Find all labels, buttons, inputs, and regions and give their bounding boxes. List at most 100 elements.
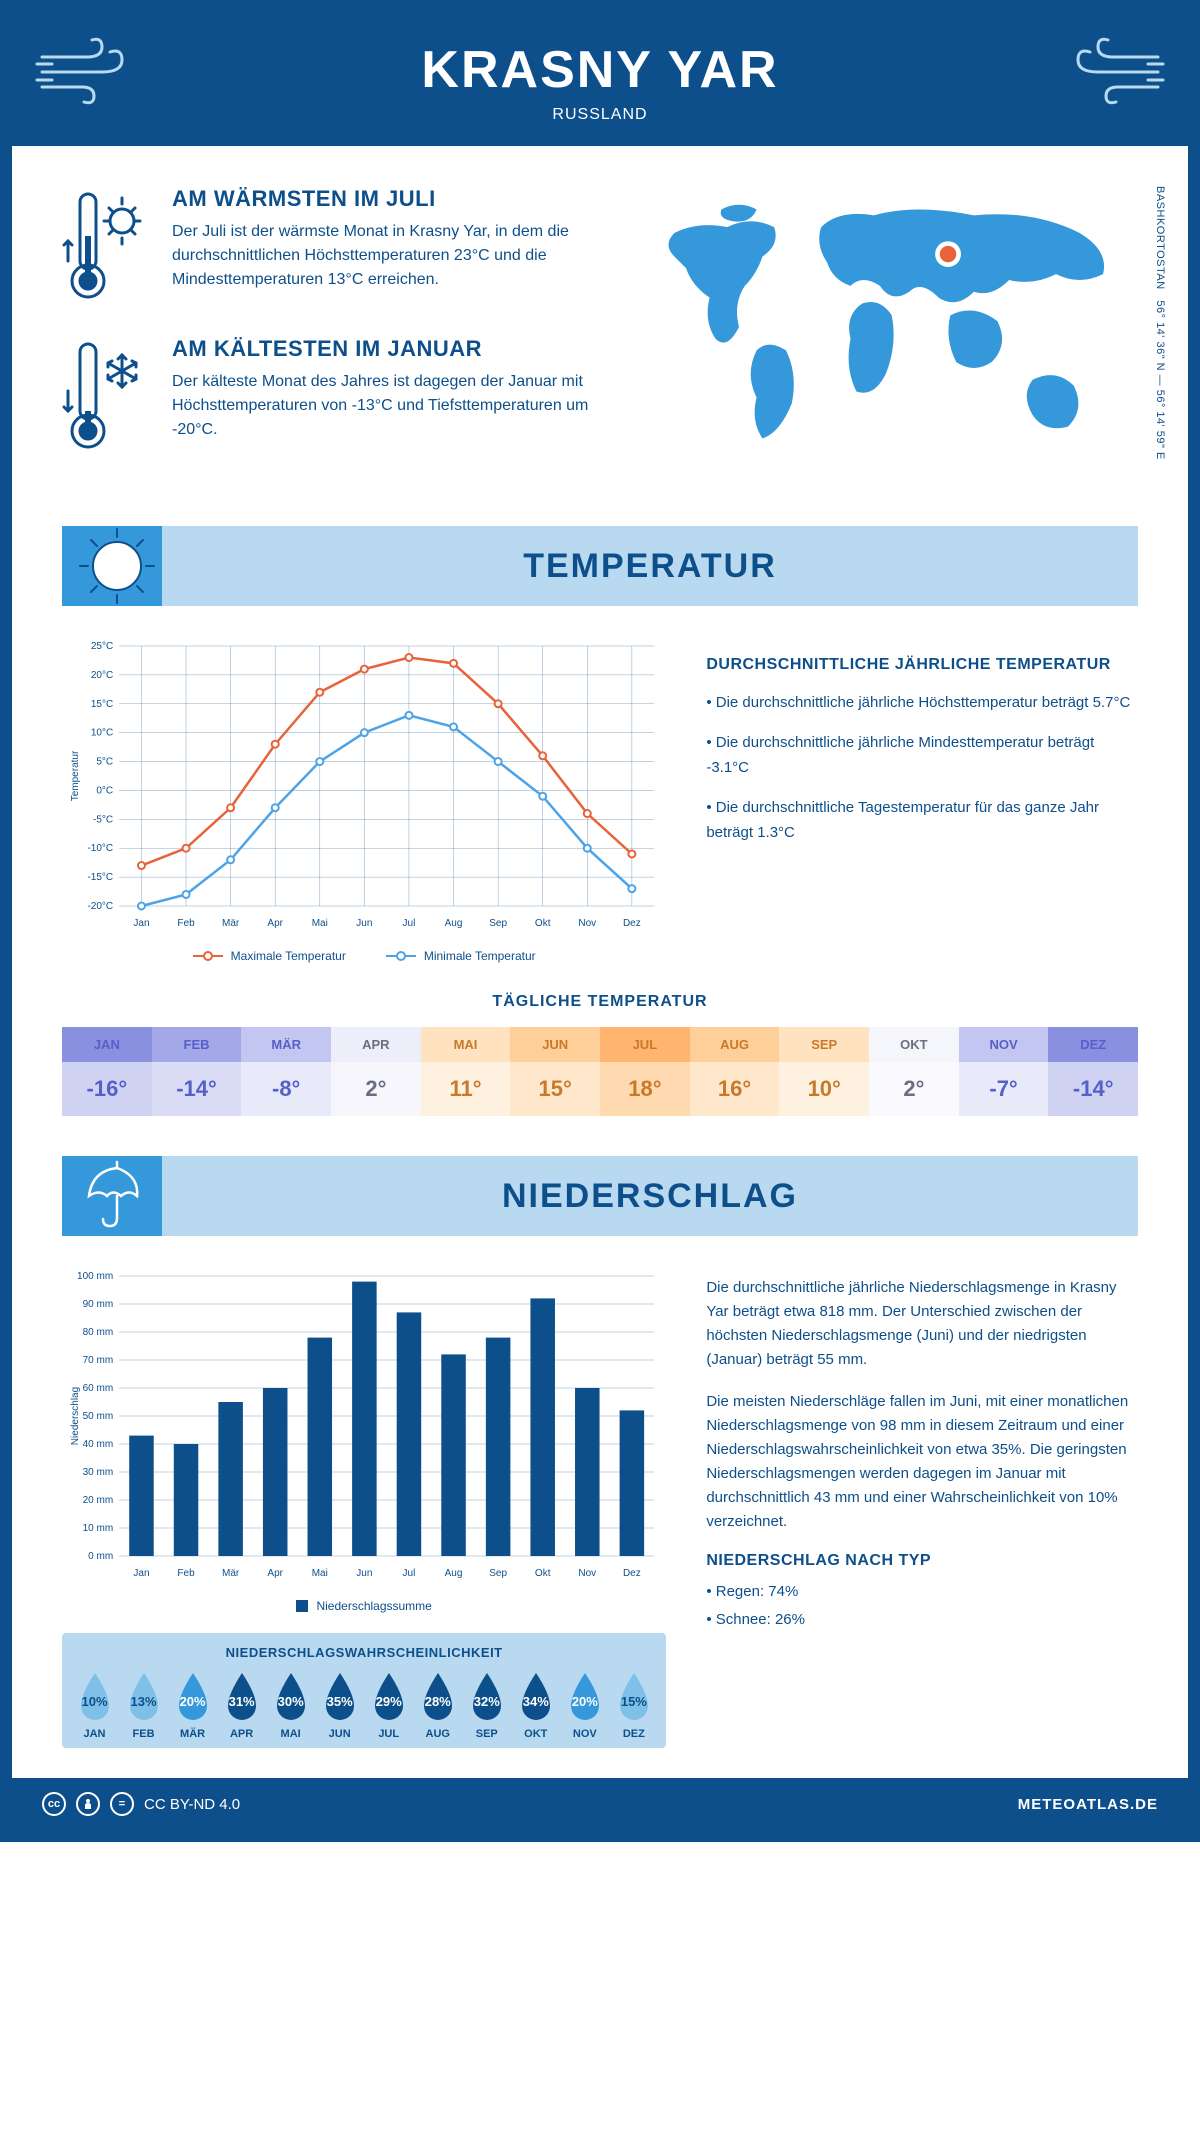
svg-text:Sep: Sep — [489, 1568, 507, 1579]
cc-icon: cc — [42, 1792, 66, 1816]
temp-cell: FEB -14° — [152, 1027, 242, 1116]
thermometer-cold-icon — [62, 336, 152, 456]
svg-text:10°C: 10°C — [91, 728, 113, 739]
temperature-summary: DURCHSCHNITTLICHE JÄHRLICHE TEMPERATUR •… — [706, 636, 1138, 963]
svg-text:0 mm: 0 mm — [88, 1551, 113, 1562]
page-title: KRASNY YAR — [12, 40, 1188, 100]
svg-text:Dez: Dez — [623, 1568, 641, 1579]
probability-drop: 28% AUG — [413, 1670, 462, 1740]
svg-text:80 mm: 80 mm — [83, 1327, 114, 1338]
svg-text:15°C: 15°C — [91, 699, 113, 710]
svg-text:Aug: Aug — [445, 918, 463, 929]
temp-cell: JUL 18° — [600, 1027, 690, 1116]
fact-text: Der kälteste Monat des Jahres ist dagege… — [172, 370, 605, 442]
svg-text:Okt: Okt — [535, 918, 551, 929]
svg-text:Jun: Jun — [356, 1568, 372, 1579]
intro-section: AM WÄRMSTEN IM JULI Der Juli ist der wär… — [62, 186, 1138, 486]
svg-text:100 mm: 100 mm — [77, 1271, 113, 1282]
svg-text:20°C: 20°C — [91, 670, 113, 681]
daily-temperature-table: JAN -16° FEB -14° MÄR -8° APR 2° MAI 11°… — [62, 1027, 1138, 1116]
svg-text:30 mm: 30 mm — [83, 1467, 114, 1478]
by-icon — [76, 1792, 100, 1816]
probability-drop: 20% NOV — [560, 1670, 609, 1740]
svg-text:Mai: Mai — [312, 1568, 328, 1579]
fact-title: AM WÄRMSTEN IM JULI — [172, 186, 605, 212]
svg-text:25°C: 25°C — [91, 641, 113, 652]
wind-icon — [1058, 32, 1168, 112]
coordinates: BASHKORTOSTAN 56° 14' 36" N — 56° 14' 59… — [1154, 186, 1166, 460]
section-title: TEMPERATUR — [162, 547, 1138, 586]
temperature-banner: TEMPERATUR — [62, 526, 1138, 606]
warmest-fact: AM WÄRMSTEN IM JULI Der Juli ist der wär… — [62, 186, 605, 306]
page-subtitle: RUSSLAND — [12, 106, 1188, 124]
umbrella-icon — [77, 1156, 157, 1236]
fact-title: AM KÄLTESTEN IM JANUAR — [172, 336, 605, 362]
header: KRASNY YAR RUSSLAND — [12, 12, 1188, 146]
svg-text:-5°C: -5°C — [93, 814, 113, 825]
precipitation-bar-chart: 0 mm10 mm20 mm30 mm40 mm50 mm60 mm70 mm8… — [62, 1266, 666, 1586]
temp-cell: AUG 16° — [690, 1027, 780, 1116]
probability-drop: 29% JUL — [364, 1670, 413, 1740]
probability-drop: 20% MÄR — [168, 1670, 217, 1740]
precipitation-probability-box: NIEDERSCHLAGSWAHRSCHEINLICHKEIT 10% JAN … — [62, 1633, 666, 1748]
chart-legend: Niederschlagssumme — [62, 1599, 666, 1613]
svg-text:Nov: Nov — [578, 1568, 596, 1579]
temp-cell: JUN 15° — [510, 1027, 600, 1116]
svg-text:-10°C: -10°C — [87, 843, 113, 854]
daily-temp-title: TÄGLICHE TEMPERATUR — [62, 993, 1138, 1011]
svg-text:Feb: Feb — [177, 918, 195, 929]
svg-text:Niederschlag: Niederschlag — [70, 1387, 81, 1445]
svg-text:Dez: Dez — [623, 918, 641, 929]
coldest-fact: AM KÄLTESTEN IM JANUAR Der kälteste Mona… — [62, 336, 605, 456]
probability-drop: 10% JAN — [70, 1670, 119, 1740]
svg-text:Mai: Mai — [312, 918, 328, 929]
svg-text:5°C: 5°C — [96, 757, 113, 768]
svg-text:Aug: Aug — [445, 1568, 463, 1579]
probability-drop: 35% JUN — [315, 1670, 364, 1740]
svg-text:Jun: Jun — [356, 918, 372, 929]
temp-cell: APR 2° — [331, 1027, 421, 1116]
nd-icon: = — [110, 1792, 134, 1816]
precipitation-summary: Die durchschnittliche jährliche Niedersc… — [706, 1266, 1138, 1748]
temperature-line-chart: -20°C -15°C -10°C -5°C 0°C 5°C 10°C 15°C 20°C 25°… — [62, 636, 666, 936]
svg-text:Apr: Apr — [267, 918, 283, 929]
svg-text:Nov: Nov — [578, 918, 596, 929]
probability-drop: 15% DEZ — [609, 1670, 658, 1740]
svg-text:-20°C: -20°C — [87, 901, 113, 912]
temp-cell: MÄR -8° — [241, 1027, 331, 1116]
probability-drop: 32% SEP — [462, 1670, 511, 1740]
temp-cell: OKT 2° — [869, 1027, 959, 1116]
wind-icon — [32, 32, 142, 112]
temp-cell: NOV -7° — [959, 1027, 1049, 1116]
license-text: CC BY-ND 4.0 — [144, 1796, 240, 1813]
svg-text:Jan: Jan — [133, 918, 149, 929]
svg-text:Jul: Jul — [403, 918, 416, 929]
temp-cell: DEZ -14° — [1048, 1027, 1138, 1116]
svg-text:Mär: Mär — [222, 1568, 240, 1579]
svg-text:50 mm: 50 mm — [83, 1411, 114, 1422]
svg-text:-15°C: -15°C — [87, 872, 113, 883]
fact-text: Der Juli ist der wärmste Monat in Krasny… — [172, 220, 605, 292]
probability-drop: 34% OKT — [511, 1670, 560, 1740]
probability-drop: 31% APR — [217, 1670, 266, 1740]
world-map-icon — [645, 186, 1138, 468]
section-title: NIEDERSCHLAG — [162, 1177, 1138, 1216]
svg-text:Sep: Sep — [489, 918, 507, 929]
svg-text:Apr: Apr — [267, 1568, 283, 1579]
temp-cell: MAI 11° — [421, 1027, 511, 1116]
temp-cell: JAN -16° — [62, 1027, 152, 1116]
svg-text:Mär: Mär — [222, 918, 240, 929]
sun-icon — [72, 521, 162, 611]
probability-drop: 13% FEB — [119, 1670, 168, 1740]
footer: cc = CC BY-ND 4.0 METEOATLAS.DE — [12, 1778, 1188, 1830]
svg-text:0°C: 0°C — [96, 785, 113, 796]
site-name: METEOATLAS.DE — [1018, 1796, 1158, 1813]
svg-text:Temperatur: Temperatur — [70, 750, 81, 801]
svg-text:20 mm: 20 mm — [83, 1495, 114, 1506]
svg-text:Okt: Okt — [535, 1568, 551, 1579]
svg-text:70 mm: 70 mm — [83, 1355, 114, 1366]
svg-text:90 mm: 90 mm — [83, 1299, 114, 1310]
svg-text:Feb: Feb — [177, 1568, 195, 1579]
probability-drop: 30% MAI — [266, 1670, 315, 1740]
svg-text:10 mm: 10 mm — [83, 1523, 114, 1534]
